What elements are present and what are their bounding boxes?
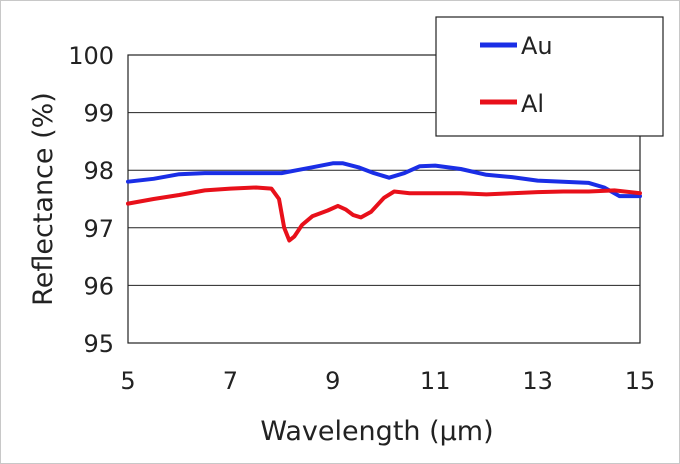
x-tick-label: 9: [325, 367, 340, 395]
series-line-al: [126, 185, 642, 243]
series-lines: [126, 161, 642, 243]
y-tick-label: 99: [83, 100, 114, 128]
legend-label-al: Al: [521, 90, 544, 118]
y-tick-label: 95: [83, 330, 114, 358]
x-tick-labels: 5 7 9 11 13 15: [120, 367, 655, 395]
x-tick-label: 5: [120, 367, 135, 395]
legend-box: [435, 16, 664, 137]
y-tick-label: 96: [83, 272, 114, 300]
y-tick-labels: 95 96 97 98 99 100: [68, 42, 114, 358]
x-tick-label: 15: [625, 367, 656, 395]
x-tick-label: 7: [223, 367, 238, 395]
x-axis-title: Wavelength (μm): [260, 416, 493, 447]
y-tick-label: 97: [83, 215, 114, 243]
x-tick-label: 11: [420, 367, 451, 395]
x-tick-label: 13: [522, 367, 553, 395]
legend: Au Al: [435, 16, 664, 137]
y-axis-title: Reflectance (%): [28, 92, 59, 306]
y-tick-label: 100: [68, 42, 114, 70]
series-line-au: [126, 161, 642, 199]
y-tick-label: 98: [83, 157, 114, 185]
legend-label-au: Au: [521, 32, 553, 60]
